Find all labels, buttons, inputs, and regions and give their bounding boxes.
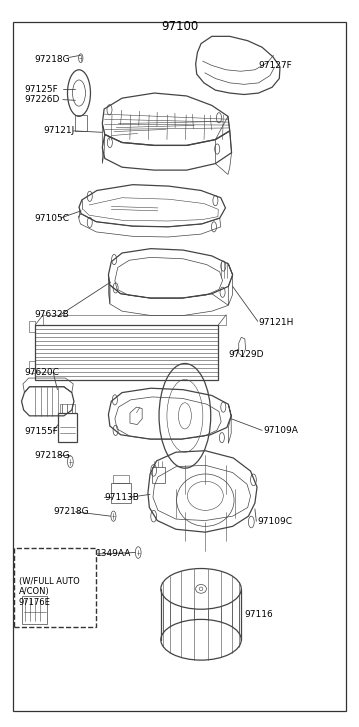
Text: 97632B: 97632B — [34, 310, 69, 319]
Text: 97620C: 97620C — [24, 368, 59, 377]
Text: 97121J: 97121J — [43, 126, 74, 135]
Bar — [111, 483, 131, 503]
Text: 97105C: 97105C — [34, 214, 69, 222]
Bar — [60, 404, 75, 413]
Bar — [29, 361, 35, 373]
Text: 97116: 97116 — [244, 610, 273, 619]
Bar — [43, 315, 226, 325]
Text: 97129D: 97129D — [228, 350, 264, 358]
Bar — [22, 596, 47, 624]
Text: 97109A: 97109A — [264, 426, 299, 435]
Text: 97113B: 97113B — [104, 493, 139, 502]
Text: 1349AA: 1349AA — [96, 550, 132, 558]
Text: 97109C: 97109C — [258, 517, 293, 526]
Text: 97218G: 97218G — [53, 507, 89, 516]
Text: 97121H: 97121H — [258, 318, 294, 326]
Bar — [35, 325, 218, 380]
Bar — [113, 475, 129, 483]
Text: 97155F: 97155F — [24, 427, 58, 435]
Bar — [29, 321, 35, 332]
Text: 97226D: 97226D — [24, 95, 60, 104]
Text: (W/FULL AUTO
A/CON)
97176E: (W/FULL AUTO A/CON) 97176E — [19, 577, 79, 606]
Text: 97127F: 97127F — [258, 61, 292, 70]
Bar — [58, 413, 77, 442]
Bar — [152, 467, 165, 483]
Text: 97218G: 97218G — [34, 55, 70, 64]
Text: 97125F: 97125F — [24, 85, 58, 94]
Text: 97218G: 97218G — [34, 451, 70, 459]
Bar — [14, 548, 96, 627]
Text: 97100: 97100 — [161, 20, 198, 33]
